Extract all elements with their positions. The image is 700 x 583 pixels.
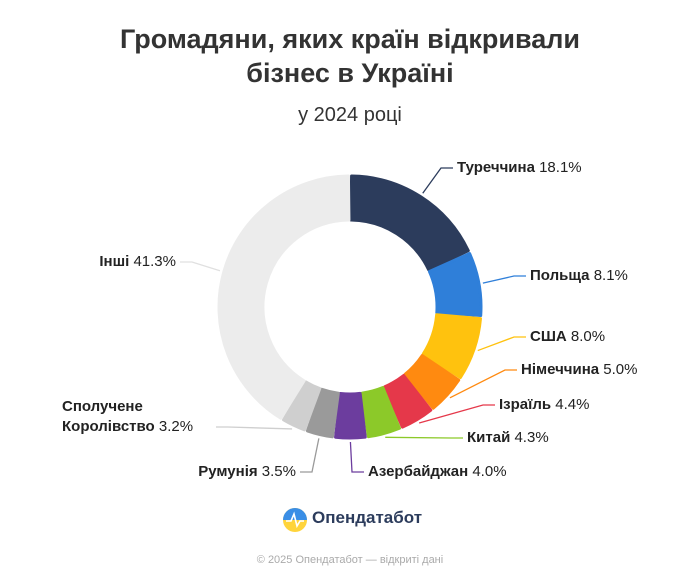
donut-segment <box>427 252 483 318</box>
value-label: 4.0% <box>472 463 507 480</box>
leader-line <box>180 261 221 272</box>
leader-line <box>418 404 495 424</box>
category-label: Німеччина <box>521 361 600 378</box>
category-label: Азербайджан <box>368 463 469 480</box>
donut-segment <box>282 380 322 432</box>
category-label: Туреччина <box>457 159 535 176</box>
leader-line <box>385 436 463 439</box>
donut-segment <box>360 386 401 439</box>
data-label: США 8.0% <box>530 327 605 347</box>
credit: © 2025 Опендатабот — відкриті дані <box>256 554 444 566</box>
category-label: Китай <box>467 429 511 446</box>
leader-line <box>216 426 293 430</box>
data-label: Інші 41.3% <box>99 252 176 272</box>
chart-title: Громадяни, яких країн відкривали бізнес … <box>119 24 580 88</box>
value-label: 5.0% <box>603 361 638 378</box>
category-label: Сполучене Королівство <box>62 398 155 435</box>
category-label: Ізраїль <box>499 396 552 413</box>
leader-line <box>449 369 517 399</box>
value-label: 4.4% <box>555 396 590 413</box>
data-label: Азербайджан 4.0% <box>368 462 507 482</box>
logo <box>283 508 307 532</box>
value-label: 8.1% <box>593 267 628 284</box>
leader-line <box>477 336 526 352</box>
category-label: Польща <box>530 267 590 284</box>
leader-line <box>482 275 526 284</box>
data-label: Польща 8.1% <box>530 266 628 286</box>
value-label: 4.3% <box>514 429 549 446</box>
donut-segment <box>217 174 351 420</box>
data-label: Німеччина 5.0% <box>521 360 637 380</box>
category-label: США <box>530 328 567 345</box>
category-label: Інші <box>99 253 130 270</box>
value-label: 3.2% <box>158 418 194 435</box>
donut-segment <box>403 354 461 410</box>
leader-line <box>422 167 453 194</box>
value-label: 41.3% <box>133 253 176 270</box>
data-label: Ізраїль 4.4% <box>499 395 589 415</box>
donut-segment <box>349 174 470 272</box>
donut-segment <box>334 391 367 440</box>
value-label: 8.0% <box>570 328 606 345</box>
leader-line <box>300 438 320 473</box>
donut-segment <box>305 387 340 439</box>
leader-line <box>349 441 364 473</box>
donut-segment <box>421 313 482 379</box>
data-label: Румунія 3.5% <box>198 462 296 482</box>
chart-subtitle: у 2024 році <box>298 104 402 126</box>
data-label: Китай 4.3% <box>467 428 549 448</box>
donut-segment <box>383 374 433 429</box>
value-label: 18.1% <box>539 159 582 176</box>
brand: Опендатабот <box>312 508 423 527</box>
data-label: Туреччина 18.1% <box>457 158 582 178</box>
category-label: Румунія <box>198 463 258 480</box>
data-label: Сполучене Королівство 3.2% <box>62 397 212 437</box>
value-label: 3.5% <box>261 463 296 480</box>
